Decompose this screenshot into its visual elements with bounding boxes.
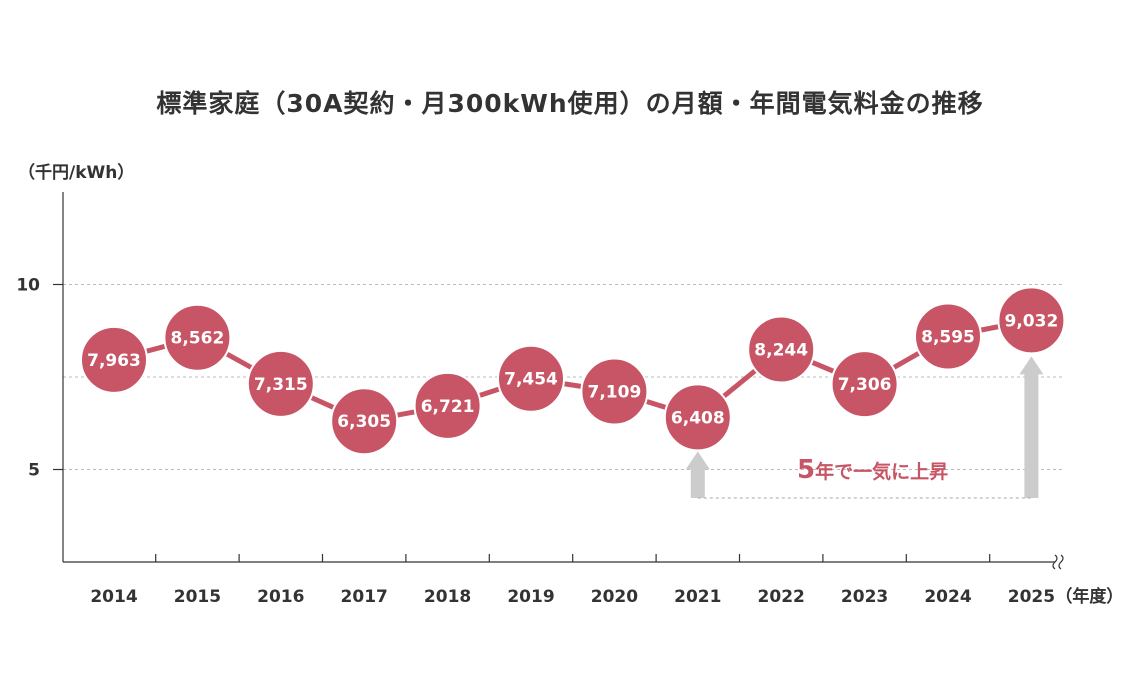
data-point-marker <box>330 387 399 456</box>
annotation-text: 5年で一気に上昇 <box>797 455 948 485</box>
data-point-label: 7,109 <box>588 382 642 402</box>
x-tick-label: 2015 <box>174 587 221 607</box>
data-point-marker <box>246 349 315 418</box>
data-point-label: 7,306 <box>838 375 892 395</box>
data-point-label: 6,305 <box>337 412 391 432</box>
increase-annotation: 5年で一気に上昇 <box>685 356 1044 499</box>
axis-break-mark <box>1052 554 1058 570</box>
data-point-label: 7,315 <box>254 375 308 395</box>
data-point-label: 8,244 <box>754 340 808 360</box>
data-point-marker <box>80 325 148 394</box>
x-tick-label: 2023 <box>841 587 888 607</box>
data-point-marker <box>497 344 565 413</box>
x-tick-label: 2018 <box>424 587 471 607</box>
data-point-marker <box>914 302 982 371</box>
arrow-start <box>685 451 710 498</box>
data-point-marker <box>163 303 232 372</box>
chart-title: 標準家庭（30A契約・月300kWh使用）の月額・年間電気料金の推移 <box>156 89 983 118</box>
data-point-label: 8,595 <box>921 327 975 347</box>
y-axis-unit: （千円/kWh） <box>18 162 134 183</box>
data-point-label: 7,454 <box>504 370 558 390</box>
x-tick-label: 2024 <box>924 587 971 607</box>
x-tick-label: 2019 <box>507 587 554 607</box>
x-axis-ticks: 2014 2015 2016 2017 2018 2019 2020 2021 2022 2023… <box>90 554 1123 607</box>
x-tick-label: 2025 <box>1008 587 1055 607</box>
data-point-marker <box>747 315 816 384</box>
data-point-marker <box>580 357 649 426</box>
axis-break-mark <box>1058 554 1064 570</box>
x-axis-unit-label: （年度） <box>1055 586 1123 607</box>
data-point-marker <box>413 371 482 440</box>
data-point-label: 8,562 <box>171 329 225 349</box>
data-point-label: 6,408 <box>671 408 725 428</box>
data-points: 7,963 8,562 7,315 6,305 6,721 7,454 7,109 6,408… <box>80 286 1066 456</box>
annotation-number: 5 <box>797 455 815 485</box>
data-point-label: 7,963 <box>87 351 141 371</box>
axes <box>62 192 1064 570</box>
x-tick-label: 2016 <box>257 587 304 607</box>
data-point-label: 9,032 <box>1005 311 1059 331</box>
arrow-end <box>1019 356 1044 498</box>
y-tick-label: 5 <box>28 461 40 481</box>
data-point-marker <box>830 350 899 419</box>
data-point-label: 6,721 <box>421 397 475 417</box>
x-tick-label: 2020 <box>591 587 638 607</box>
x-tick-label: 2021 <box>674 587 721 607</box>
annotation-label: 年で一気に上昇 <box>815 460 948 483</box>
x-tick-label: 2017 <box>341 587 388 607</box>
x-tick-label: 2014 <box>90 587 137 607</box>
y-tick-label: 10 <box>16 276 40 296</box>
data-point-marker <box>997 286 1066 355</box>
data-point-marker <box>663 383 732 452</box>
y-axis-ticks: 5 10 <box>16 276 63 481</box>
x-tick-label: 2022 <box>758 587 805 607</box>
